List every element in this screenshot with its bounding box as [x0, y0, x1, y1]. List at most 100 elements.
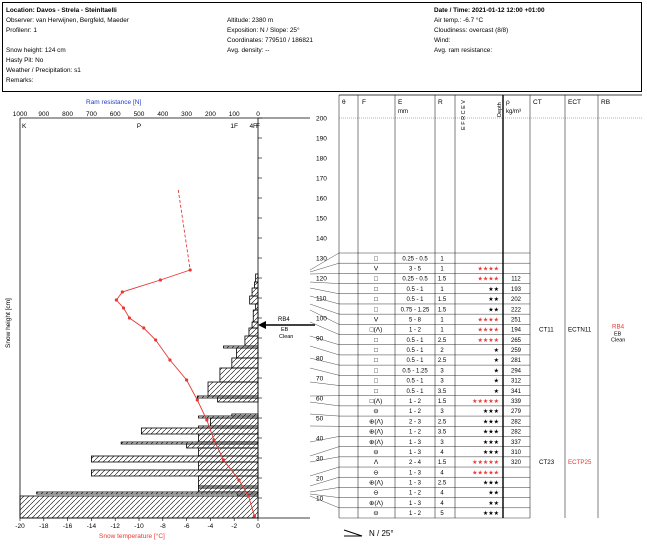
temp-point — [127, 316, 132, 320]
temp-point — [121, 306, 126, 310]
density-value: 259 — [511, 348, 522, 354]
grain-size: 0.5 - 1 — [406, 338, 424, 344]
resistance-value: 1 — [440, 256, 444, 262]
resistance-value: 1.5 — [438, 460, 447, 466]
grain-form: ⊕(Λ) — [369, 418, 383, 425]
grain-form: □ — [374, 357, 378, 364]
height-tick-label: 120 — [316, 276, 327, 283]
grain-form: Λ — [374, 459, 379, 466]
ect-result: ECTP25 — [568, 459, 592, 466]
ram-bar — [207, 381, 259, 397]
ram-profile — [19, 273, 259, 519]
layer-connector — [309, 263, 340, 273]
avg-density-label: Avg. density: -- — [227, 47, 270, 54]
ram-bar — [251, 287, 259, 297]
height-tick-label: 140 — [316, 236, 327, 243]
layer-connector — [309, 295, 340, 305]
air-temp-label: Air temp.: -6.7 °C — [434, 17, 484, 24]
ram-bar — [217, 397, 259, 403]
density-value: 279 — [511, 409, 522, 415]
density-value: 112 — [511, 277, 521, 283]
hardness-label: K — [22, 123, 27, 130]
stability-stars: ★★★★★ — [472, 459, 499, 466]
rb-sub2: Clean — [611, 338, 625, 344]
layer-table: θ F Emm R ρ kg/m³ CT ECT RB E F R C E V Depth □ 0.25… — [309, 94, 642, 519]
ram-bar — [249, 295, 259, 305]
chart-axes: 1000 900 800 700 600 500 400 300 200 100 0K P 1F 4FF-… — [13, 111, 327, 530]
temp-tick-label: -10 — [134, 523, 144, 530]
stability-stars: ★★★★★ — [472, 469, 499, 476]
location-label: Location: Davos - Strela - Steinltaelli — [6, 7, 117, 14]
col-e: E — [398, 99, 403, 106]
temp-tick-label: -6 — [184, 523, 190, 530]
ram-bar — [198, 475, 259, 487]
height-tick-label: 190 — [316, 136, 327, 143]
layer-connector — [309, 345, 340, 356]
temperature-profile — [114, 189, 257, 518]
slope-indicator: N / 25° — [343, 529, 394, 538]
temp-axis-title: Snow temperature [°C] — [99, 532, 165, 540]
hardness-label: F — [256, 123, 260, 130]
temp-point — [154, 338, 158, 342]
layer-connector — [309, 303, 340, 315]
temp-tick-label: -8 — [160, 523, 166, 530]
col-f: F — [362, 99, 366, 106]
layer-connector — [309, 357, 340, 366]
ram-tick-label: 900 — [38, 111, 49, 118]
height-tick-label: 170 — [316, 176, 327, 183]
ram-bar — [244, 335, 259, 347]
resistance-value: 1.5 — [438, 399, 447, 405]
grain-form: □ — [374, 337, 378, 344]
resistance-value: 1.5 — [438, 277, 447, 283]
stability-stars: ★★ — [488, 286, 499, 293]
stability-stars: ★ — [494, 388, 499, 395]
ram-bar — [248, 327, 259, 337]
grain-size: 2 - 4 — [409, 460, 422, 466]
resistance-value: 1 — [440, 328, 444, 334]
stability-stars: ★★ — [488, 296, 499, 303]
grain-form: ⊖ — [373, 469, 379, 476]
layer-connector — [309, 495, 340, 508]
layer-connector — [309, 436, 340, 443]
resistance-value: 1 — [440, 287, 444, 293]
temp-point — [185, 378, 189, 382]
height-tick-label: 20 — [316, 476, 324, 483]
layer-connector — [309, 456, 340, 463]
grain-form: ⊕(Λ) — [369, 480, 383, 487]
ram-bar — [209, 417, 259, 427]
temp-tick-label: -2 — [231, 523, 237, 530]
grain-size: 1 - 3 — [409, 481, 422, 487]
grain-size: 0.5 - 1 — [406, 297, 424, 303]
avg-ram-label: Avg. ram resistance: — [434, 47, 493, 54]
grain-form: V — [374, 265, 379, 272]
stability-stars: ★ — [494, 347, 499, 354]
grain-size: 0.75 - 1.25 — [401, 307, 430, 313]
layer-connector — [309, 335, 340, 345]
stability-stars: ★★★★ — [477, 265, 499, 272]
temp-point — [221, 458, 226, 462]
grain-form: ⊖ — [373, 408, 379, 415]
density-value: 294 — [511, 368, 522, 374]
ct-result: CT23 — [539, 459, 555, 466]
temp-point — [158, 278, 163, 282]
datetime-label: Date / Time: 2021-01-12 12:00 +01:00 — [434, 7, 545, 14]
grain-size: 0.5 - 1 — [406, 358, 424, 364]
ram-bar — [198, 433, 259, 443]
stability-stars: ★★★ — [483, 510, 499, 517]
grain-form: □(Λ) — [370, 398, 383, 405]
height-tick-label: 10 — [316, 496, 324, 503]
resistance-value: 2.5 — [438, 358, 447, 364]
temp-point — [252, 514, 257, 518]
resistance-value: 1.5 — [438, 297, 447, 303]
height-tick-label: 40 — [316, 436, 324, 443]
temp-tick-label: 0 — [256, 523, 260, 530]
grain-form: □ — [374, 367, 378, 374]
altitude-label: Altitude: 2380 m — [227, 17, 274, 24]
stability-stars: ★★ — [488, 306, 499, 313]
stability-stars: ★ — [494, 367, 499, 374]
grain-size: 0.5 - 1 — [406, 348, 424, 354]
height-tick-label: 150 — [316, 216, 327, 223]
temp-tick-label: -12 — [110, 523, 120, 530]
header-col-left: Location: Davos - Strela - Steinltaelli … — [6, 6, 129, 86]
